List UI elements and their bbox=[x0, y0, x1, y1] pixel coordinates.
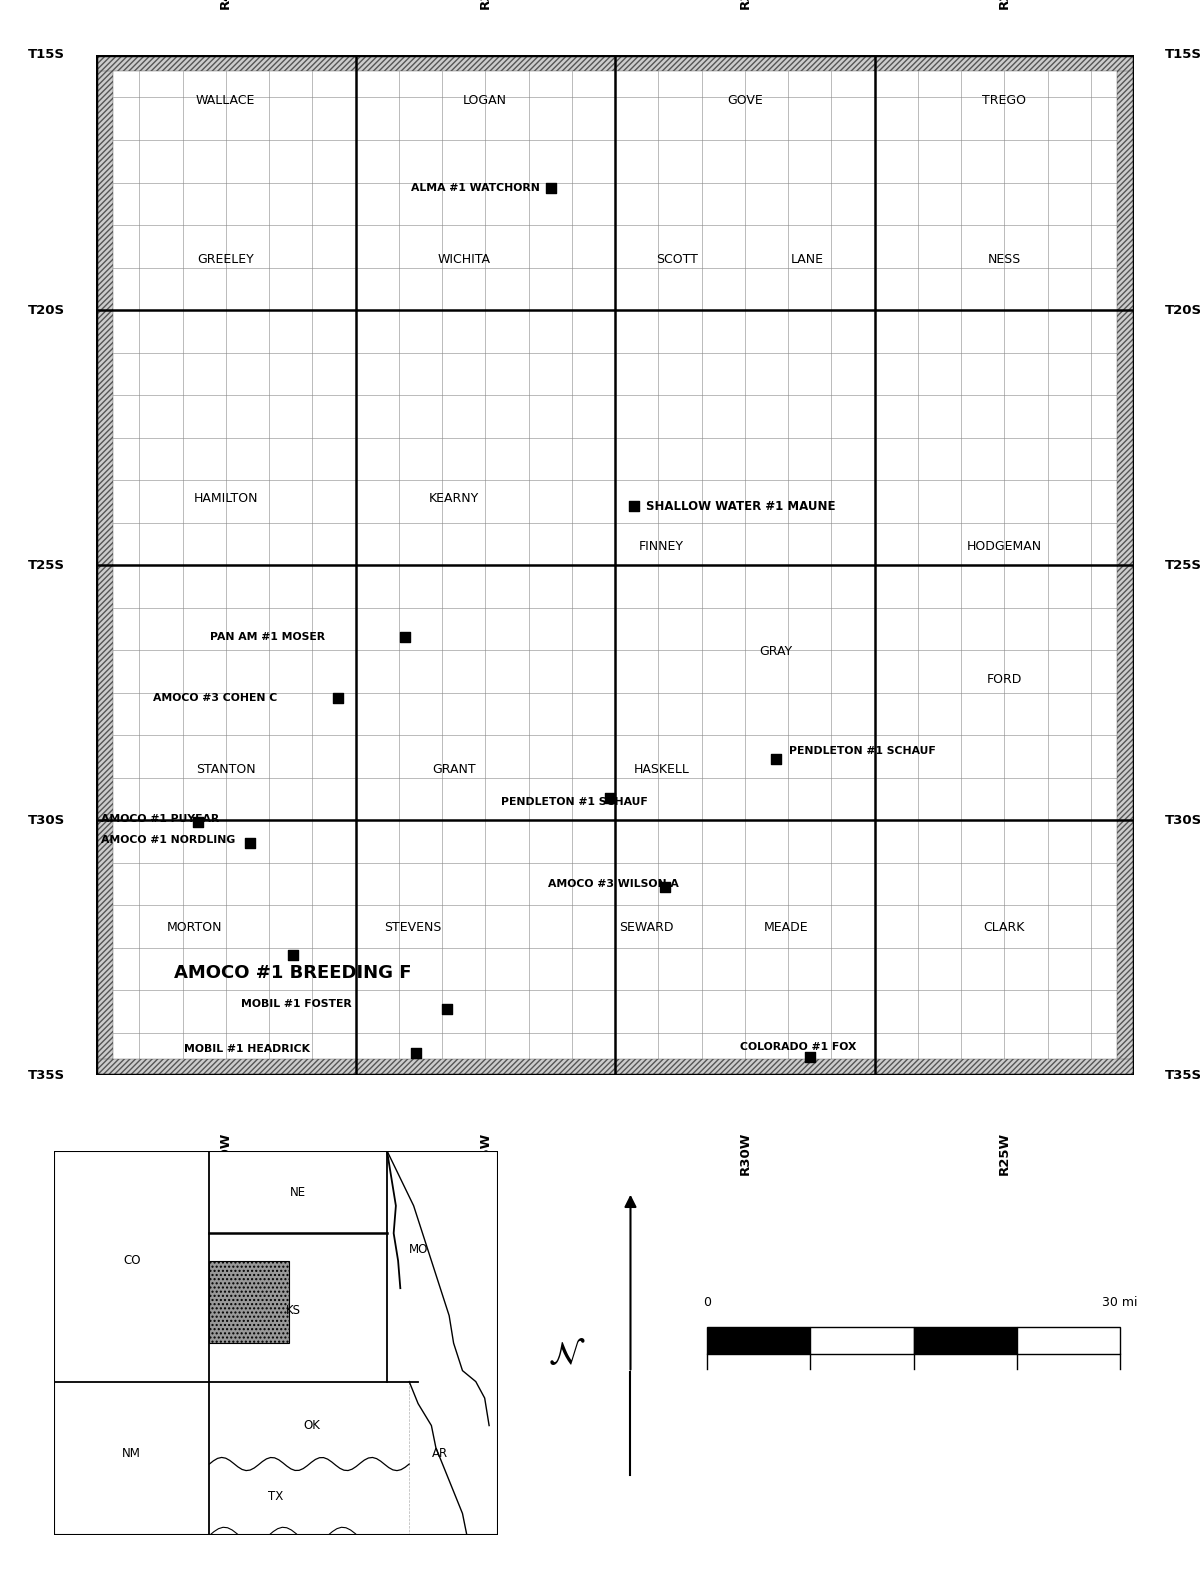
Point bbox=[188, 810, 208, 835]
Text: T35S: T35S bbox=[28, 1069, 65, 1082]
Text: KS: KS bbox=[287, 1303, 301, 1317]
Text: MO: MO bbox=[408, 1243, 427, 1256]
Text: HAMILTON: HAMILTON bbox=[193, 493, 258, 506]
Point bbox=[541, 176, 560, 201]
Text: R30W: R30W bbox=[738, 1132, 751, 1174]
Point bbox=[600, 785, 619, 810]
Text: FORD: FORD bbox=[986, 674, 1022, 686]
Bar bbox=[1117, 55, 1134, 1075]
Text: STEVENS: STEVENS bbox=[384, 922, 442, 934]
Point bbox=[396, 625, 415, 650]
Bar bbox=[810, 1327, 913, 1355]
Text: T25S: T25S bbox=[1165, 559, 1200, 571]
Text: PENDLETON #1 SCHAUF: PENDLETON #1 SCHAUF bbox=[500, 798, 648, 807]
Text: $\mathcal{N}$: $\mathcal{N}$ bbox=[548, 1338, 586, 1371]
Text: T35S: T35S bbox=[1165, 1069, 1200, 1082]
Text: COLORADO #1 FOX: COLORADO #1 FOX bbox=[739, 1042, 856, 1052]
Bar bbox=[707, 1327, 810, 1355]
Text: R40W: R40W bbox=[220, 0, 233, 9]
Text: 0: 0 bbox=[703, 1297, 710, 1309]
Text: T30S: T30S bbox=[1165, 813, 1200, 827]
Point bbox=[624, 493, 643, 518]
Text: AMOCO #1 PUYEAR: AMOCO #1 PUYEAR bbox=[101, 815, 220, 824]
Bar bbox=[96, 55, 1134, 71]
Text: LANE: LANE bbox=[791, 253, 823, 265]
Text: R40W: R40W bbox=[220, 1132, 233, 1174]
Bar bbox=[96, 55, 113, 1075]
Text: T15S: T15S bbox=[1165, 49, 1200, 61]
Text: AMOCO #1 BREEDING F: AMOCO #1 BREEDING F bbox=[174, 964, 412, 983]
Text: CO: CO bbox=[122, 1254, 140, 1267]
Point bbox=[655, 874, 674, 900]
Text: R35W: R35W bbox=[479, 1132, 492, 1174]
Point bbox=[240, 831, 259, 856]
Text: SEWARD: SEWARD bbox=[619, 922, 673, 934]
Text: WICHITA: WICHITA bbox=[438, 253, 491, 265]
Text: AR: AR bbox=[432, 1446, 449, 1460]
Text: AMOCO #3 COHEN C: AMOCO #3 COHEN C bbox=[154, 692, 277, 703]
Text: GRAY: GRAY bbox=[760, 645, 792, 658]
Text: AMOCO #1 NORDLING: AMOCO #1 NORDLING bbox=[101, 835, 235, 845]
Text: R25W: R25W bbox=[997, 0, 1010, 9]
Text: GRANT: GRANT bbox=[432, 763, 476, 776]
Text: T30S: T30S bbox=[28, 813, 65, 827]
Text: FINNEY: FINNEY bbox=[640, 540, 684, 553]
Point bbox=[283, 942, 302, 967]
Text: R25W: R25W bbox=[997, 1132, 1010, 1174]
Text: NE: NE bbox=[290, 1185, 306, 1198]
Text: KEARNY: KEARNY bbox=[428, 493, 479, 506]
Text: R35W: R35W bbox=[479, 0, 492, 9]
Text: WALLACE: WALLACE bbox=[196, 94, 256, 107]
Bar bbox=[96, 1060, 1134, 1075]
Text: 30 mi: 30 mi bbox=[1103, 1297, 1138, 1309]
Point bbox=[767, 747, 786, 772]
Text: R30W: R30W bbox=[738, 0, 751, 9]
Point bbox=[329, 685, 348, 710]
Text: GREELEY: GREELEY bbox=[197, 253, 254, 265]
Text: HASKELL: HASKELL bbox=[634, 763, 690, 776]
Text: T15S: T15S bbox=[28, 49, 65, 61]
Text: GOVE: GOVE bbox=[727, 94, 763, 107]
Text: T20S: T20S bbox=[28, 303, 65, 317]
Text: PENDLETON #1 SCHAUF: PENDLETON #1 SCHAUF bbox=[790, 746, 936, 755]
Text: PAN AM #1 MOSER: PAN AM #1 MOSER bbox=[210, 631, 325, 642]
Text: T25S: T25S bbox=[28, 559, 65, 571]
Text: NESS: NESS bbox=[988, 253, 1021, 265]
Bar bbox=[913, 1327, 1016, 1355]
Text: LOGAN: LOGAN bbox=[463, 94, 508, 107]
Text: SHALLOW WATER #1 MAUNE: SHALLOW WATER #1 MAUNE bbox=[646, 499, 835, 512]
Text: ALMA #1 WATCHORN: ALMA #1 WATCHORN bbox=[412, 182, 540, 193]
Text: NM: NM bbox=[122, 1446, 142, 1460]
Bar bbox=[210, 1261, 289, 1344]
Point bbox=[406, 1041, 425, 1066]
Text: STANTON: STANTON bbox=[196, 763, 256, 776]
Text: AMOCO #3 WILSON A: AMOCO #3 WILSON A bbox=[547, 879, 678, 889]
Text: HODGEMAN: HODGEMAN bbox=[967, 540, 1042, 553]
Text: MOBIL #1 HEADRICK: MOBIL #1 HEADRICK bbox=[185, 1044, 311, 1053]
Text: CLARK: CLARK bbox=[984, 922, 1025, 934]
Text: MORTON: MORTON bbox=[167, 922, 222, 934]
Text: TX: TX bbox=[269, 1490, 283, 1504]
Text: TREGO: TREGO bbox=[983, 94, 1026, 107]
Text: MEADE: MEADE bbox=[764, 922, 809, 934]
Bar bbox=[1016, 1327, 1121, 1355]
Point bbox=[437, 997, 456, 1022]
Text: SCOTT: SCOTT bbox=[656, 253, 698, 265]
Text: T20S: T20S bbox=[1165, 303, 1200, 317]
Text: OK: OK bbox=[304, 1419, 320, 1432]
Point bbox=[800, 1044, 820, 1069]
Text: MOBIL #1 FOSTER: MOBIL #1 FOSTER bbox=[241, 999, 352, 1010]
